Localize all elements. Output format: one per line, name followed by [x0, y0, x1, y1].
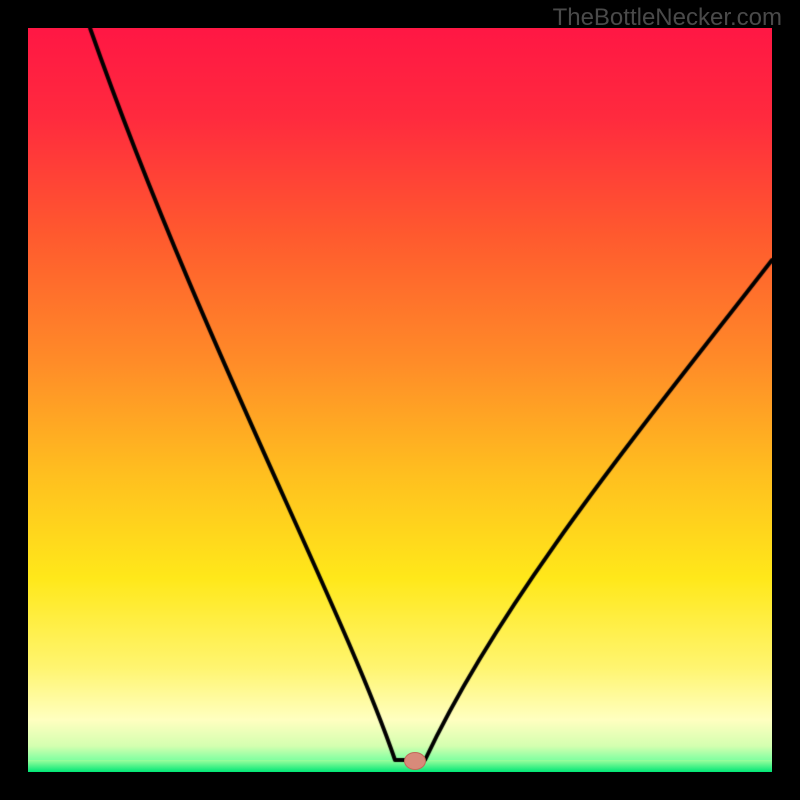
frame-left: [0, 0, 28, 800]
frame-bottom: [0, 772, 800, 800]
bottleneck-curve: [0, 0, 800, 800]
frame-right: [772, 0, 800, 800]
watermark-text: TheBottleNecker.com: [553, 4, 782, 32]
optimal-point-marker: [404, 752, 426, 770]
